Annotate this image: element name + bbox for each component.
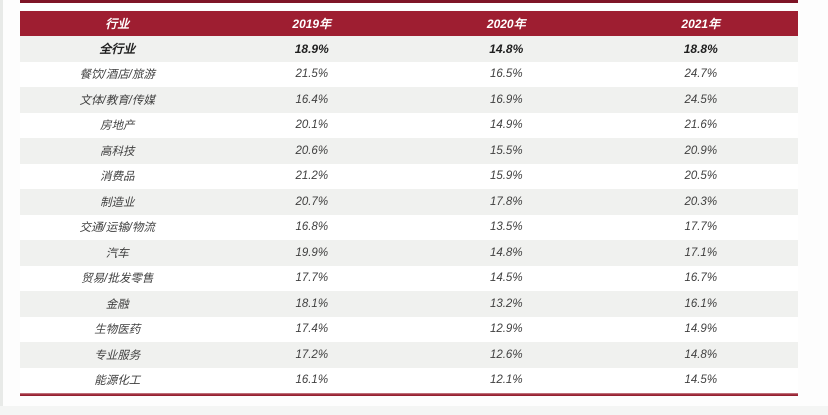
industry-cell: 消费品 <box>100 171 135 184</box>
column-header-industry: 行业 <box>105 17 130 31</box>
value-2019-cell: 16.1% <box>295 374 329 387</box>
industry-cell: 全行业 <box>99 42 136 57</box>
table-row: 交通/运输/物流 16.8% 13.5% 17.7% <box>20 214 798 240</box>
value-2021-cell: 20.9% <box>684 144 718 157</box>
industry-cell: 汽车 <box>105 247 129 260</box>
value-2019-cell: 21.2% <box>295 170 329 183</box>
value-2021-cell: 16.1% <box>684 297 718 310</box>
value-2019-cell: 20.7% <box>295 195 329 208</box>
value-2021-cell: 18.8% <box>683 41 718 56</box>
industry-cell: 专业服务 <box>94 349 141 362</box>
value-2019-cell: 21.5% <box>295 68 329 81</box>
table-row: 文体/教育/传媒 16.4% 16.9% 24.5% <box>20 87 798 113</box>
industry-cell: 能源化工 <box>94 375 141 388</box>
value-2021-cell: 17.7% <box>684 221 718 234</box>
value-2019-cell: 16.8% <box>295 221 329 234</box>
table-row: 高科技 20.6% 15.5% 20.9% <box>20 138 798 164</box>
value-2021-cell: 24.7% <box>684 68 718 81</box>
bottom-edge-shadow <box>0 406 828 415</box>
value-2020-cell: 12.9% <box>489 323 523 336</box>
value-2019-cell: 17.2% <box>295 348 329 361</box>
value-2021-cell: 14.8% <box>684 348 718 361</box>
value-2019-cell: 18.1% <box>295 297 329 310</box>
table-header-row: 行业 2019年 2020年 2021年 <box>20 11 798 36</box>
table-row: 专业服务 17.2% 12.6% 14.8% <box>20 342 798 368</box>
table-row: 金融 18.1% 13.2% 16.1% <box>20 291 798 317</box>
value-2020-cell: 12.6% <box>489 348 523 361</box>
left-edge-shadow <box>0 0 3 415</box>
industry-cell: 交通/运输/物流 <box>79 222 155 235</box>
table-row-all-industries: 全行业 18.9% 14.8% 18.8% <box>20 36 798 62</box>
industry-cell: 贸易/批发零售 <box>81 273 154 286</box>
value-2019-cell: 17.7% <box>295 272 329 285</box>
value-2021-cell: 24.5% <box>684 93 718 106</box>
value-2020-cell: 16.5% <box>489 68 523 81</box>
value-2020-cell: 16.9% <box>489 93 523 106</box>
value-2019-cell: 18.9% <box>294 41 329 56</box>
value-2021-cell: 14.9% <box>684 323 718 336</box>
value-2020-cell: 14.8% <box>489 41 524 56</box>
value-2020-cell: 14.9% <box>489 119 523 132</box>
value-2020-cell: 15.9% <box>489 170 523 183</box>
industry-cell: 高科技 <box>100 145 135 158</box>
industry-cell: 房地产 <box>100 120 135 133</box>
value-2020-cell: 15.5% <box>489 144 523 157</box>
table-row: 贸易/批发零售 17.7% 14.5% 16.7% <box>20 265 798 291</box>
industry-cell: 文体/教育/传媒 <box>79 94 155 107</box>
industry-cell: 餐饮/酒店/旅游 <box>79 69 155 82</box>
industry-cell: 生物医药 <box>94 324 141 337</box>
value-2021-cell: 14.5% <box>684 374 718 387</box>
column-header-2020: 2020年 <box>486 17 526 31</box>
value-2020-cell: 14.5% <box>489 272 523 285</box>
value-2019-cell: 17.4% <box>295 323 329 336</box>
industry-cell: 制造业 <box>100 196 135 209</box>
value-2020-cell: 17.8% <box>489 195 523 208</box>
column-header-2019: 2019年 <box>292 17 332 31</box>
table-row: 制造业 20.7% 17.8% 20.3% <box>20 189 798 215</box>
value-2021-cell: 20.5% <box>684 170 718 183</box>
top-rule <box>20 0 798 3</box>
industry-percentage-table: 行业 2019年 2020年 2021年 全行业 18.9% 14.8% 18.… <box>20 11 798 396</box>
value-2020-cell: 14.8% <box>489 246 523 259</box>
bottom-rule <box>20 393 798 396</box>
table-row: 汽车 19.9% 14.8% 17.1% <box>20 240 798 266</box>
table-row: 生物医药 17.4% 12.9% 14.9% <box>20 316 798 342</box>
value-2021-cell: 17.1% <box>684 246 718 259</box>
table-row: 房地产 20.1% 14.9% 21.6% <box>20 112 798 138</box>
industry-cell: 金融 <box>105 298 129 311</box>
value-2020-cell: 13.2% <box>489 297 523 310</box>
value-2019-cell: 16.4% <box>295 93 329 106</box>
value-2019-cell: 19.9% <box>295 246 329 259</box>
column-header-2021: 2021年 <box>681 17 721 31</box>
value-2021-cell: 16.7% <box>684 272 718 285</box>
table-row: 能源化工 16.1% 12.1% 14.5% <box>20 367 798 393</box>
value-2021-cell: 21.6% <box>684 119 718 132</box>
value-2020-cell: 13.5% <box>489 221 523 234</box>
value-2019-cell: 20.6% <box>295 144 329 157</box>
value-2020-cell: 12.1% <box>489 374 523 387</box>
value-2019-cell: 20.1% <box>295 119 329 132</box>
value-2021-cell: 20.3% <box>684 195 718 208</box>
table-row: 餐饮/酒店/旅游 21.5% 16.5% 24.7% <box>20 61 798 87</box>
table-row: 消费品 21.2% 15.9% 20.5% <box>20 163 798 189</box>
